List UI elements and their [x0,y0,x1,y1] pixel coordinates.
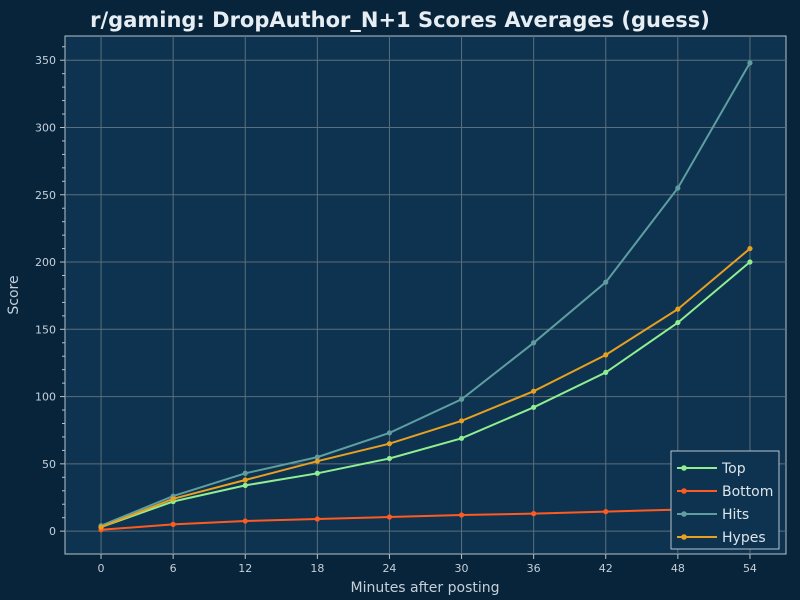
legend: Top Bottom Hits Hypes [670,450,780,550]
data-point-hypes [170,496,176,502]
x-tick-label: 42 [599,562,613,575]
x-tick-label: 18 [310,562,324,575]
data-point-hypes [603,352,609,358]
series-line-hypes [100,247,751,529]
data-point-top [747,259,753,265]
plot-area [64,35,787,555]
x-tick-label: 36 [527,562,541,575]
data-point-top [386,455,393,462]
y-tick-label: 300 [35,121,56,134]
data-point-hits [603,279,609,285]
y-tick-label: 150 [35,323,56,336]
series-layer [98,60,753,533]
series-hits [98,60,753,529]
x-tick-label: 24 [382,562,396,575]
y-tick-label: 100 [35,391,56,404]
data-point-bottom [603,509,609,515]
x-tick-label: 12 [238,562,252,575]
x-tick-label: 0 [98,562,105,575]
legend-marker-bottom [681,488,687,494]
grid [65,36,786,554]
legend-label-bottom: Bottom [722,484,773,500]
y-tick-label: 50 [42,458,56,471]
legend-label-hits: Hits [722,507,749,523]
data-point-bottom [458,512,465,518]
legend-marker-top [681,465,687,471]
data-point-hits [242,470,248,476]
x-tick-label: 6 [170,562,177,575]
series-line-bottom [101,505,750,531]
data-point-hits [458,396,465,402]
data-point-hypes [98,524,104,530]
legend-box [670,450,780,550]
legend-marker-hits [681,511,687,517]
data-point-hypes [314,458,320,464]
data-point-top [458,435,465,441]
data-point-hypes [386,441,393,447]
data-point-hypes [747,245,753,252]
series-hypes [98,245,753,530]
data-point-hypes [458,418,465,424]
series-line-top [100,261,751,529]
data-point-hits [386,430,393,436]
x-tick-label: 54 [743,562,757,575]
data-point-bottom [170,521,176,528]
data-point-bottom [531,511,537,517]
data-point-hits [675,185,681,191]
data-point-hypes [242,477,248,483]
legend-label-top: Top [721,461,746,477]
y-axis-label: Score [6,275,22,314]
chart-title: r/gaming: DropAuthor_N+1 Scores Averages… [90,8,710,32]
legend-label-hypes: Hypes [722,530,766,546]
data-point-top [242,482,248,488]
series-top [98,259,753,530]
x-axis-label: Minutes after posting [350,580,499,596]
data-point-hits [747,60,753,66]
data-point-top [603,369,609,375]
series-line-hits [100,62,751,527]
data-point-hypes [675,306,681,312]
x-tick-label: 48 [671,562,685,575]
x-tick-label: 30 [455,562,469,575]
data-point-bottom [386,514,393,520]
data-point-hits [531,340,537,346]
y-tick-label: 0 [49,525,56,538]
data-point-hits [314,454,320,460]
y-tick-label: 200 [35,256,56,269]
data-point-hypes [531,388,537,394]
data-point-top [675,319,681,326]
data-point-top [314,470,320,476]
y-tick-label: 250 [35,189,56,202]
y-tick-label: 350 [35,54,56,67]
legend-marker-hypes [681,534,687,540]
data-point-bottom [242,518,248,524]
data-point-top [531,404,537,410]
data-point-bottom [314,516,320,522]
ticks: 0 6 12 18 24 30 36 42 48 54 0 50 100 150 200 250 300 350 [35,46,757,575]
